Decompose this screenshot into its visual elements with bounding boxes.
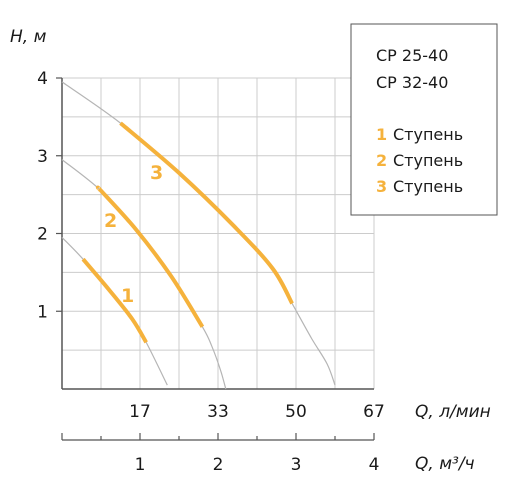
- legend-entry-3-num: 3: [376, 177, 387, 196]
- legend-entry-1-num: 1: [376, 125, 387, 144]
- x-axis-title-lmin: Q, л/мин: [415, 402, 491, 422]
- x-tick-label-m3h: 3: [291, 455, 302, 475]
- x-tick-label-m3h: 4: [369, 455, 380, 475]
- y-tick-label: 1: [37, 302, 48, 322]
- curve-stage-3: [119, 121, 294, 305]
- y-tick-label: 3: [37, 147, 48, 167]
- legend-entry-3-label: Ступень: [393, 177, 463, 196]
- legend-entry-1-label: Ступень: [393, 125, 463, 144]
- curve-stage-1: [81, 257, 148, 344]
- y-tick-label: 4: [37, 69, 48, 89]
- legend-entry-2-num: 2: [376, 151, 387, 170]
- legend-box: [350, 23, 498, 216]
- legend-model-1: CP 25-40: [376, 46, 448, 65]
- stage-label-2: 2: [104, 210, 117, 232]
- stage-label-1: 1: [121, 285, 134, 307]
- curves: [61, 81, 336, 390]
- y-axis-title: H, м: [10, 27, 47, 47]
- x-tick-label-lmin: 50: [285, 402, 307, 422]
- x-tick-label-m3h: 1: [135, 455, 146, 475]
- x-tick-label-lmin: 67: [363, 402, 385, 422]
- x-tick-label-lmin: 17: [129, 402, 151, 422]
- legend-entry-2-label: Ступень: [393, 151, 463, 170]
- x-tick-label-lmin: 33: [207, 402, 229, 422]
- curve-stage-2: [95, 185, 205, 328]
- x-tick-label-m3h: 2: [213, 455, 224, 475]
- x-axis-title-m3h: Q, м³/ч: [415, 454, 475, 474]
- legend-model-2: CP 32-40: [376, 73, 448, 92]
- legend: CP 25-40 CP 32-40 1 Ступень 2 Ступень 3 …: [350, 23, 498, 216]
- grid-lines: [62, 77, 375, 389]
- y-tick-label: 2: [37, 225, 48, 245]
- stage-label-3: 3: [150, 162, 163, 184]
